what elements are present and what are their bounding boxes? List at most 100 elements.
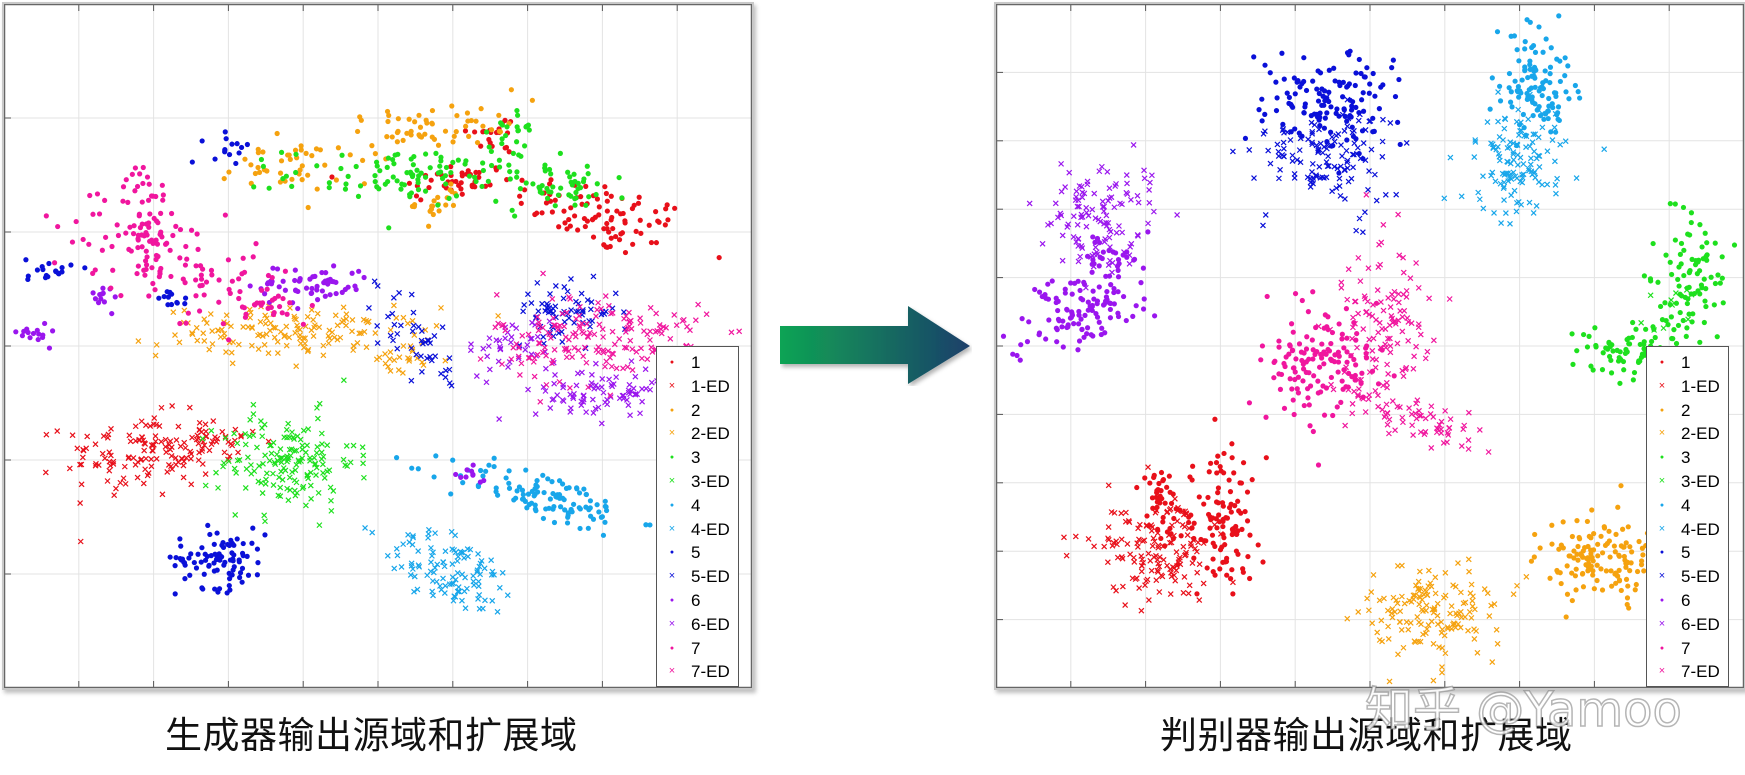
legend-label: 1-ED	[1681, 376, 1720, 396]
x-marker-icon: ×	[668, 522, 676, 535]
series-5-ED	[1229, 94, 1410, 236]
x-marker-icon: ×	[1658, 570, 1666, 583]
legend-label: 4-ED	[691, 519, 730, 539]
x-marker-icon: ×	[668, 617, 676, 630]
legend-label: 2	[1681, 400, 1691, 420]
arrow-right-icon	[780, 306, 970, 384]
legend-item: ● 1	[663, 351, 730, 375]
legend-right: ● 1 × 1-ED ● 2 × 2-ED ● 3 × 3-ED ● 4 × 4-ED ● 5 × 5-ED ● 6 × 6-…	[1646, 346, 1729, 688]
legend-label: 2-ED	[1681, 424, 1720, 444]
series-2-ED	[1344, 556, 1530, 685]
series-6	[1000, 229, 1158, 363]
legend-item: ● 6	[1653, 589, 1720, 613]
x-marker-icon: ×	[1658, 427, 1666, 440]
dot-marker-icon: ●	[1659, 501, 1665, 509]
legend-item: × 6-ED	[663, 613, 730, 637]
x-marker-icon: ×	[668, 427, 676, 440]
x-marker-icon: ×	[1658, 617, 1666, 630]
legend-item: × 3-ED	[1653, 470, 1720, 494]
legend-label: 7	[1681, 638, 1691, 658]
series-7-ED	[1315, 191, 1492, 455]
legend-label: 1	[691, 353, 701, 372]
legend-label: 7	[691, 638, 701, 658]
legend-item: × 4-ED	[663, 518, 730, 542]
legend-item: × 1-ED	[1653, 375, 1720, 399]
series-1	[1134, 416, 1269, 597]
series-4-ED	[362, 525, 511, 615]
series-2	[221, 87, 535, 229]
dot-marker-icon: ●	[669, 644, 675, 652]
legend-item: ● 7	[1653, 637, 1720, 661]
dot-marker-icon: ●	[1659, 406, 1665, 414]
legend-label: 5	[1681, 543, 1691, 563]
legend-label: 3	[691, 448, 701, 468]
dot-marker-icon: ●	[669, 454, 675, 462]
legend-item: ● 4	[663, 494, 730, 518]
legend-label: 5-ED	[691, 567, 730, 587]
dot-marker-icon: ●	[1659, 359, 1665, 366]
dot-marker-icon: ●	[1659, 596, 1665, 604]
legend-label: 7-ED	[691, 662, 730, 682]
x-marker-icon: ×	[1658, 379, 1666, 392]
legend-label: 3-ED	[1681, 471, 1720, 491]
legend-item: ● 1	[1653, 351, 1720, 375]
x-marker-icon: ×	[1658, 522, 1666, 535]
series-2	[1528, 483, 1686, 630]
series-5	[1242, 48, 1403, 176]
series-3-ED	[1638, 287, 1695, 333]
dot-marker-icon: ●	[669, 359, 675, 366]
legend-label: 4-ED	[1681, 519, 1720, 539]
grid	[996, 4, 1744, 688]
legend-item: × 7-ED	[663, 660, 730, 684]
generator-output-plot: ● 1 × 1-ED ● 2 × 2-ED ● 3 × 3-ED ● 4 × 4-ED ● 5 × 5-ED ● 6 × 6-…	[2, 2, 754, 690]
series-7	[43, 164, 315, 343]
x-marker-icon: ×	[668, 570, 676, 583]
legend-left: ● 1 × 1-ED ● 2 × 2-ED ● 3 × 3-ED ● 4 × 4-ED ● 5 × 5-ED ● 6 × 6-…	[656, 346, 739, 688]
legend-label: 2-ED	[691, 424, 730, 444]
legend-item: × 2-ED	[1653, 422, 1720, 446]
legend-label: 6-ED	[691, 614, 730, 634]
legend-label: 6-ED	[1681, 614, 1720, 634]
dot-marker-icon: ●	[669, 596, 675, 604]
legend-label: 5	[691, 543, 701, 563]
series-4-ED	[1441, 89, 1608, 227]
legend-label: 5-ED	[1681, 567, 1720, 587]
x-marker-icon: ×	[668, 665, 676, 678]
legend-item: × 2-ED	[663, 422, 730, 446]
legend-item: ● 5	[663, 541, 730, 565]
grid	[4, 4, 752, 688]
discriminator-output-plot: ● 1 × 1-ED ● 2 × 2-ED ● 3 × 3-ED ● 4 × 4-ED ● 5 × 5-ED ● 6 × 6-…	[994, 2, 1745, 690]
series-6-ED	[1026, 142, 1181, 312]
legend-item: ● 2	[663, 399, 730, 423]
series-5	[23, 129, 268, 597]
legend-item: × 4-ED	[1653, 518, 1720, 542]
series-1-ED	[42, 402, 272, 545]
legend-item: × 5-ED	[1653, 565, 1720, 589]
legend-item: ● 6	[663, 589, 730, 613]
legend-item: × 3-ED	[663, 470, 730, 494]
dot-marker-icon: ●	[1659, 549, 1665, 557]
caption-generator: 生成器输出源域和扩展域	[165, 714, 578, 757]
x-marker-icon: ×	[668, 474, 676, 487]
caption-discriminator: 判别器输出源域和扩展域	[1160, 714, 1573, 757]
dot-marker-icon: ●	[669, 501, 675, 509]
legend-label: 3	[1681, 448, 1691, 468]
x-marker-icon: ×	[1658, 474, 1666, 487]
legend-item: ● 7	[663, 637, 730, 661]
dot-marker-icon: ●	[1659, 644, 1665, 652]
x-marker-icon: ×	[668, 379, 676, 392]
legend-item: × 6-ED	[1653, 613, 1720, 637]
legend-label: 2	[691, 400, 701, 420]
watermark: 知乎 @Yamoo	[1364, 681, 1682, 739]
legend-item: × 5-ED	[663, 565, 730, 589]
legend-label: 6	[1681, 590, 1691, 610]
dot-marker-icon: ●	[1659, 454, 1665, 462]
legend-label: 6	[691, 590, 701, 610]
legend-item: × 1-ED	[663, 375, 730, 399]
dot-marker-icon: ●	[669, 406, 675, 414]
legend-label: 7-ED	[1681, 662, 1720, 682]
series-6-ED	[467, 318, 721, 427]
series-2-ED	[135, 302, 502, 376]
legend-label: 1-ED	[691, 376, 730, 396]
legend-label: 1	[1681, 353, 1691, 372]
